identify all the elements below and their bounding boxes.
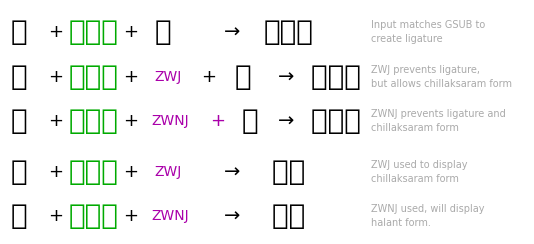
Text: ന: ന [10, 107, 27, 135]
Text: ന്‌മ: ന്‌മ [311, 107, 362, 135]
Text: ന്മ: ന്മ [263, 18, 313, 46]
Text: ZWNJ prevents ligature and
chillaksaram form: ZWNJ prevents ligature and chillaksaram … [371, 109, 506, 133]
Text: ZWJ prevents ligature,
but allows chillaksaram form: ZWJ prevents ligature, but allows chilla… [371, 65, 512, 89]
Text: ZWNJ: ZWNJ [151, 114, 189, 128]
Text: ZWJ: ZWJ [154, 70, 182, 84]
Text: ന്‌: ന്‌ [272, 202, 305, 230]
Text: ZWJ used to display
chillaksaram form: ZWJ used to display chillaksaram form [371, 160, 468, 184]
Text: +: + [49, 23, 64, 41]
Text: +: + [49, 207, 64, 225]
Text: ന: ന [10, 158, 27, 186]
Text: ന്‍മ: ന്‍മ [311, 63, 362, 91]
Text: Input matches GSUB to
create ligature: Input matches GSUB to create ligature [371, 20, 485, 44]
Text: +: + [123, 23, 138, 41]
Text: +: + [123, 112, 138, 130]
Text: →: → [224, 206, 240, 225]
Text: +: + [201, 68, 216, 86]
Text: ന: ന [10, 202, 27, 230]
Text: →: → [224, 22, 240, 41]
Text: ZWJ: ZWJ [154, 165, 182, 179]
Text: മ: മ [234, 63, 252, 91]
Text: ന: ന [10, 18, 27, 46]
Text: →: → [224, 163, 240, 182]
Text: +: + [49, 163, 64, 181]
Text: +: + [49, 68, 64, 86]
Text: ്ന്: ്ന് [68, 18, 119, 46]
Text: →: → [278, 67, 294, 86]
Text: +: + [123, 163, 138, 181]
Text: ്ന്: ്ന് [68, 63, 119, 91]
Text: +: + [210, 112, 225, 130]
Text: ZWNJ: ZWNJ [151, 209, 189, 223]
Text: +: + [49, 112, 64, 130]
Text: ്ന്: ്ന് [68, 158, 119, 186]
Text: ZWNJ used, will display
halant form.: ZWNJ used, will display halant form. [371, 204, 485, 228]
Text: +: + [123, 68, 138, 86]
Text: ്ന്: ്ന് [68, 202, 119, 230]
Text: +: + [123, 207, 138, 225]
Text: മ: മ [241, 107, 258, 135]
Text: ന്‍: ന്‍ [272, 158, 305, 186]
Text: മ: മ [154, 18, 171, 46]
Text: ്ന്: ്ന് [68, 107, 119, 135]
Text: →: → [278, 111, 294, 130]
Text: ന: ന [10, 63, 27, 91]
